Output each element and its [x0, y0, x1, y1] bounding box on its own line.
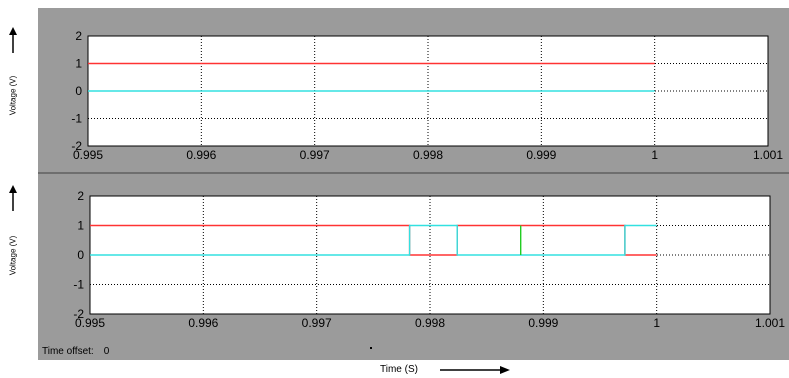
ylabel-top: Voltage (V)	[8, 75, 18, 115]
x-tick-label-0-5: 1	[651, 148, 658, 162]
x-tick-label-1-1: 0.996	[188, 316, 218, 330]
x-tick-label-1-4: 0.999	[528, 316, 558, 330]
y-tick-label-1-3: -1	[73, 278, 84, 292]
time-offset-value: 0	[103, 346, 110, 357]
y-tick-label-1-4: -2	[73, 307, 84, 321]
panel-divider	[38, 172, 789, 174]
y-tick-label-0-4: -2	[71, 139, 82, 153]
x-axis-label: Time (S)	[380, 364, 418, 375]
series-line-1-1	[90, 224, 657, 256]
x-tick-label-1-5: 1	[653, 316, 660, 330]
y-tick-label-1-0: 2	[77, 189, 84, 203]
x-tick-label-1-6: 1.001	[755, 316, 785, 330]
dot-mark	[370, 347, 372, 349]
y-tick-label-1-1: 1	[77, 219, 84, 233]
x-tick-label-1-0: 0.995	[75, 316, 105, 330]
x-tick-label-0-1: 0.996	[186, 148, 216, 162]
x-tick-label-1-3: 0.998	[415, 316, 445, 330]
x-tick-label-0-6: 1.001	[753, 148, 783, 162]
ylabel-wrap-bottom: Voltage (V)	[2, 200, 24, 310]
y-tick-label-0-0: 2	[75, 29, 82, 43]
x-tick-label-0-3: 0.998	[413, 148, 443, 162]
y-tick-label-0-1: 1	[75, 57, 82, 71]
y-tick-label-1-2: 0	[77, 248, 84, 262]
time-offset: Time offset: 0	[42, 346, 109, 357]
x-tick-label-0-4: 0.999	[526, 148, 556, 162]
y-tick-label-0-3: -1	[71, 112, 82, 126]
right-arrow-icon	[440, 366, 510, 374]
ylabel-wrap-top: Voltage (V)	[2, 40, 24, 150]
ylabel-bottom: Voltage (V)	[8, 235, 18, 275]
x-tick-label-1-2: 0.997	[302, 316, 332, 330]
up-arrow-icon-top	[9, 27, 17, 53]
x-tick-label-0-0: 0.995	[73, 148, 103, 162]
y-tick-label-0-2: 0	[75, 84, 82, 98]
up-arrow-icon-bottom	[9, 185, 17, 211]
x-tick-label-0-2: 0.997	[300, 148, 330, 162]
time-offset-label: Time offset:	[42, 346, 94, 357]
